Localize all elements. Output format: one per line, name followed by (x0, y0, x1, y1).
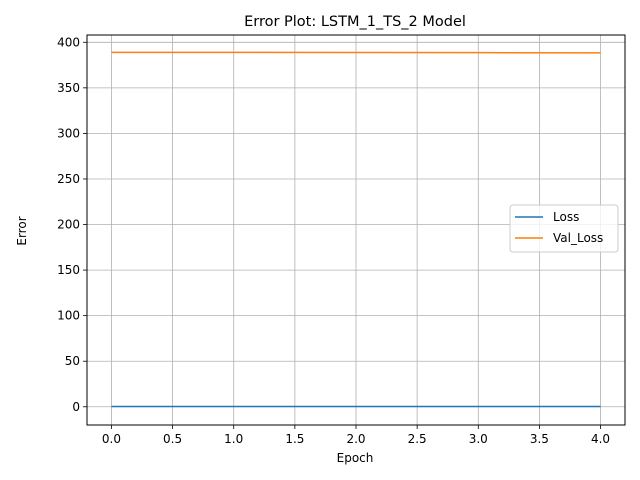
y-axis-label: Error (15, 216, 29, 245)
y-tick-label: 100 (57, 309, 80, 323)
x-axis-ticks: 0.0 0.5 1.0 1.5 2.0 2.5 3.0 3.5 4.0 (102, 425, 610, 446)
legend-label-val-loss: Val_Loss (553, 231, 603, 245)
x-tick-label: 4.0 (591, 432, 610, 446)
series-line-val-loss (111, 51, 601, 54)
legend-label-loss: Loss (553, 210, 579, 224)
y-tick-label: 50 (65, 354, 80, 368)
y-axis-ticks: 0 50 100 150 200 250 300 350 400 (57, 35, 87, 414)
legend: Loss Val_Loss (509, 204, 619, 253)
x-tick-label: 0.5 (163, 432, 182, 446)
x-tick-label: 1.0 (224, 432, 243, 446)
x-tick-label: 1.5 (285, 432, 304, 446)
x-axis-label: Epoch (337, 451, 374, 465)
y-tick-label: 150 (57, 263, 80, 277)
y-tick-label: 0 (72, 400, 80, 414)
y-tick-label: 300 (57, 126, 80, 140)
y-tick-label: 250 (57, 172, 80, 186)
x-tick-label: 2.0 (346, 432, 365, 446)
x-tick-label: 2.5 (408, 432, 427, 446)
y-tick-label: 200 (57, 218, 80, 232)
x-tick-label: 0.0 (102, 432, 121, 446)
series-lines (111, 51, 601, 408)
y-tick-label: 350 (57, 81, 80, 95)
chart-title: Error Plot: LSTM_1_TS_2 Model (244, 14, 466, 30)
x-tick-label: 3.5 (530, 432, 549, 446)
x-tick-label: 3.0 (469, 432, 488, 446)
y-tick-label: 400 (57, 35, 80, 49)
